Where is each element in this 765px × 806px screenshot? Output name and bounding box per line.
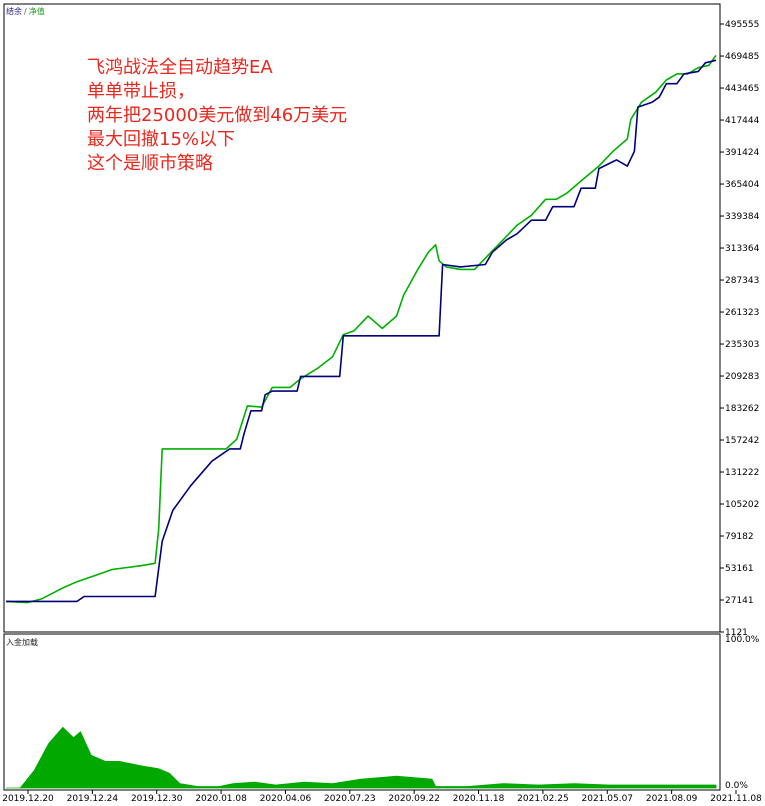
legend-equity: 净值 xyxy=(28,7,45,16)
x-axis-ticks: 2019.12.20 2019.12.24 2019.12.30 2020.01.08… xyxy=(2,790,762,804)
x-tick-label: 2019.12.24 xyxy=(67,794,119,804)
legend-separator: / xyxy=(24,7,27,16)
y-tick-label: 443465 xyxy=(725,84,759,94)
main-chart-area xyxy=(5,54,717,604)
y-tick-label: 313364 xyxy=(725,244,760,254)
y-axis-ticks: 495555 469485 443465 417444 391424 365404 3393… xyxy=(720,20,760,791)
equity-line xyxy=(5,54,717,604)
x-tick-label: 2020.09.22 xyxy=(388,794,440,804)
y-tick-label: 79182 xyxy=(725,532,754,542)
y-tick-label: 209283 xyxy=(725,372,759,382)
sub-chart-title: 入金加载 xyxy=(6,638,38,647)
sub-y-tick-label: 100.0% xyxy=(725,635,760,645)
y-tick-label: 339384 xyxy=(725,212,760,222)
legend-balance: 结余 xyxy=(6,7,22,16)
x-tick-label: 2020.01.08 xyxy=(195,794,247,804)
y-tick-label: 469485 xyxy=(725,52,759,62)
y-tick-label: 183262 xyxy=(725,404,759,414)
main-frame xyxy=(3,3,721,633)
x-tick-label: 2020.04.06 xyxy=(260,794,312,804)
y-tick-label: 131222 xyxy=(725,468,759,478)
y-tick-label: 157242 xyxy=(725,436,759,446)
sub-y-tick-label: 0.0% xyxy=(725,781,748,791)
y-tick-label: 53161 xyxy=(725,564,754,574)
x-tick-label: 2019.12.20 xyxy=(2,794,54,804)
annotation-line: 最大回撤15%以下 xyxy=(87,129,236,150)
chart-frames xyxy=(3,3,721,791)
y-tick-label: 417444 xyxy=(725,116,760,126)
y-tick-label: 235303 xyxy=(725,340,759,350)
balance-line xyxy=(6,59,717,603)
y-tick-label: 391424 xyxy=(725,148,760,158)
x-tick-label: 2021.05.07 xyxy=(582,794,634,804)
x-tick-label: 2021.02.25 xyxy=(517,794,569,804)
y-tick-label: 105202 xyxy=(725,500,759,510)
y-tick-label: 495555 xyxy=(725,20,759,30)
sub-chart-area xyxy=(6,726,717,789)
promo-annotation: 飞鸿战法全自动趋势EA 单单带止损， 两年把25000美元做到46万美元 最大回… xyxy=(87,56,347,176)
y-tick-label: 27141 xyxy=(725,596,754,606)
y-tick-label: 261323 xyxy=(725,308,759,318)
chart-legend: 结余 / 净值 xyxy=(6,6,45,17)
x-tick-label: 2021.11.08 xyxy=(710,794,762,804)
x-tick-label: 2020.07.23 xyxy=(324,794,376,804)
annotation-line: 单单带止损， xyxy=(87,81,195,102)
y-tick-label: 365404 xyxy=(725,180,760,190)
x-tick-label: 2021.08.09 xyxy=(646,794,698,804)
y-tick-label: 1121 xyxy=(725,628,748,638)
sub-frame xyxy=(3,633,721,791)
annotation-line: 飞鸿战法全自动趋势EA xyxy=(87,57,273,78)
annotation-line: 这个是顺市策略 xyxy=(87,153,213,174)
load-area xyxy=(6,726,717,789)
annotation-line: 两年把25000美元做到46万美元 xyxy=(87,105,348,126)
x-tick-label: 2020.11.18 xyxy=(453,794,505,804)
y-tick-label: 287343 xyxy=(725,276,759,286)
x-tick-label: 2019.12.30 xyxy=(131,794,183,804)
